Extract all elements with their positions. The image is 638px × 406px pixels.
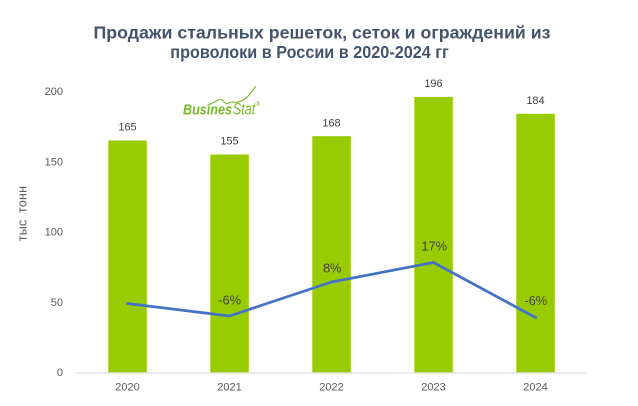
svg-text:165: 165 (118, 122, 136, 134)
svg-text:-6%: -6% (218, 293, 241, 308)
svg-text:2020: 2020 (115, 382, 139, 394)
svg-text:Stat: Stat (233, 101, 257, 119)
svg-text:196: 196 (424, 78, 442, 90)
svg-text:-6%: -6% (524, 293, 547, 308)
svg-text:50: 50 (51, 297, 63, 309)
svg-text:тыс тонн: тыс тонн (16, 186, 30, 241)
svg-text:100: 100 (45, 227, 63, 239)
svg-text:0: 0 (57, 367, 63, 379)
svg-text:Busines: Busines (183, 102, 232, 119)
svg-text:200: 200 (45, 86, 63, 98)
svg-text:2023: 2023 (421, 382, 445, 394)
svg-text:проволоки в России в 2020-2024: проволоки в России в 2020-2024 гг (170, 42, 449, 62)
svg-text:17%: 17% (421, 239, 447, 254)
svg-text:Продажи стальных решеток, сето: Продажи стальных решеток, сеток и огражд… (94, 23, 551, 43)
svg-text:2021: 2021 (217, 382, 241, 394)
svg-text:8%: 8% (323, 261, 342, 276)
svg-text:168: 168 (322, 117, 340, 129)
svg-text:2024: 2024 (523, 382, 547, 394)
svg-text:®: ® (256, 100, 261, 108)
svg-text:184: 184 (526, 95, 544, 107)
svg-text:2022: 2022 (319, 382, 343, 394)
svg-text:150: 150 (45, 156, 63, 168)
svg-text:155: 155 (220, 136, 238, 148)
